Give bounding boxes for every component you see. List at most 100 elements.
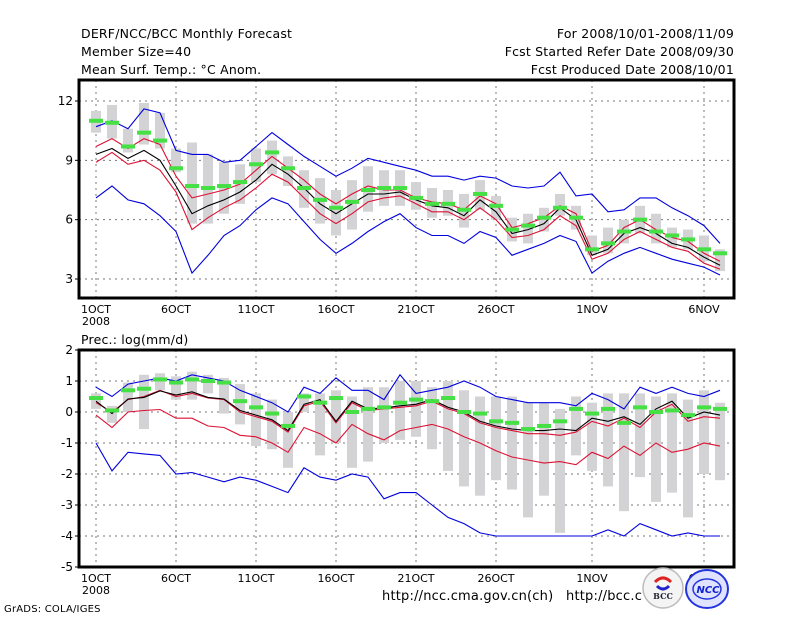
ensemble-marker <box>201 186 215 191</box>
lower-line <box>95 151 721 270</box>
spread-bar <box>315 393 325 456</box>
spread-bar <box>651 213 661 244</box>
spread-bar <box>555 408 565 533</box>
ensemble-marker <box>425 201 439 206</box>
spread-bar <box>219 377 229 414</box>
ensemble-marker <box>297 186 311 191</box>
y-tick-label: -5 <box>61 560 73 574</box>
header-start-date: Fcst Started Refer Date 2008/09/30 <box>504 44 734 59</box>
ensemble-marker <box>377 186 391 191</box>
ensemble-marker <box>281 423 295 428</box>
spread-bar <box>123 382 133 412</box>
plot-frame <box>77 348 736 569</box>
ensemble-marker <box>233 180 247 185</box>
ensemble-marker <box>489 419 503 424</box>
spread-bar <box>283 156 293 187</box>
x-tick-label: 16OCT <box>317 572 354 585</box>
bcc-logo: BCC <box>641 566 685 610</box>
spread-bar <box>203 374 213 394</box>
spread-bar <box>139 102 149 145</box>
spread-bar <box>187 142 197 224</box>
ensemble-marker <box>345 199 359 204</box>
x-tick-label: 1NOV <box>576 303 608 316</box>
ensemble-marker <box>537 215 551 220</box>
ensemble-marker <box>137 130 151 135</box>
spread-bar <box>491 396 501 481</box>
ensemble-marker <box>569 406 583 411</box>
bcc-url[interactable]: http://bcc.c <box>566 589 643 604</box>
spread-bar <box>443 381 453 471</box>
spread-bar <box>635 393 645 478</box>
x-tick-label: 6OCT <box>161 572 191 585</box>
ensemble-marker <box>457 207 471 212</box>
x-tick-label: 1OCT <box>81 303 111 316</box>
min-line <box>95 185 721 276</box>
header-produced-date: Fcst Produced Date 2008/10/01 <box>530 62 734 77</box>
mean-line <box>95 390 721 432</box>
y-tick-label: -4 <box>61 529 73 543</box>
mean-line <box>95 147 721 266</box>
ensemble-marker <box>553 205 567 210</box>
spread-bar <box>331 390 341 443</box>
ensemble-marker <box>713 406 727 411</box>
x-tick-label: 26OCT <box>477 572 514 585</box>
ncc-url[interactable]: http://ncc.cma.gov.cn(ch) <box>382 589 554 604</box>
x-tick-label: 26OCT <box>477 303 514 316</box>
ensemble-marker <box>201 379 215 383</box>
ensemble-marker <box>521 223 535 228</box>
ensemble-marker <box>153 138 167 143</box>
spread-bar <box>715 402 725 481</box>
ensemble-marker <box>649 410 663 414</box>
x-year-label: 2008 <box>82 584 110 597</box>
spread-bar <box>331 190 341 236</box>
ensemble-marker <box>233 399 247 404</box>
ensemble-marker <box>585 411 599 416</box>
spread-bar <box>395 381 405 440</box>
spread-bar <box>171 376 181 400</box>
ensemble-marker <box>505 420 519 425</box>
ensemble-marker <box>681 237 695 242</box>
ensemble-marker <box>121 144 135 149</box>
header-period: For 2008/10/01-2008/11/09 <box>556 26 734 41</box>
spread-bar <box>123 128 133 153</box>
x-year-label: 2008 <box>82 315 110 328</box>
ensemble-marker <box>697 247 711 252</box>
ensemble-marker <box>633 405 647 410</box>
ensemble-marker <box>617 420 631 425</box>
y-tick-label: 12 <box>58 94 73 108</box>
ensemble-marker <box>297 394 311 399</box>
spread-bar <box>587 235 597 256</box>
ensemble-marker <box>409 195 423 200</box>
spread-bar <box>571 396 581 456</box>
ensemble-marker <box>697 405 711 410</box>
spread-bar <box>299 393 309 412</box>
ensemble-marker <box>169 166 183 171</box>
grads-credit: GrADS: COLA/IGES <box>4 604 101 615</box>
ensemble-marker <box>345 410 359 414</box>
spread-bar <box>427 387 437 450</box>
ensemble-marker <box>153 377 167 382</box>
ensemble-marker <box>521 427 535 432</box>
ensemble-marker <box>601 241 615 246</box>
y-tick-label: 2 <box>65 343 73 357</box>
y-tick-label: 6 <box>65 213 73 227</box>
spread-bar <box>139 374 149 430</box>
upper-line <box>95 137 721 262</box>
ensemble-marker <box>665 408 679 413</box>
spread-bar <box>587 402 597 471</box>
spread-bar <box>107 405 117 423</box>
spread-bar <box>699 390 709 474</box>
y-tick-label: 3 <box>65 272 73 286</box>
ensemble-marker <box>441 396 455 401</box>
lower-line <box>95 408 721 466</box>
ensemble-marker <box>569 215 583 220</box>
ensemble-marker <box>89 118 103 123</box>
ensemble-marker <box>265 411 279 416</box>
ensemble-marker <box>489 203 503 208</box>
spread-bar <box>251 393 261 447</box>
ensemble-marker <box>457 410 471 414</box>
ensemble-marker <box>441 201 455 206</box>
spread-bar <box>683 399 693 518</box>
header-variable: Mean Surf. Temp.: °C Anom. <box>81 62 262 77</box>
